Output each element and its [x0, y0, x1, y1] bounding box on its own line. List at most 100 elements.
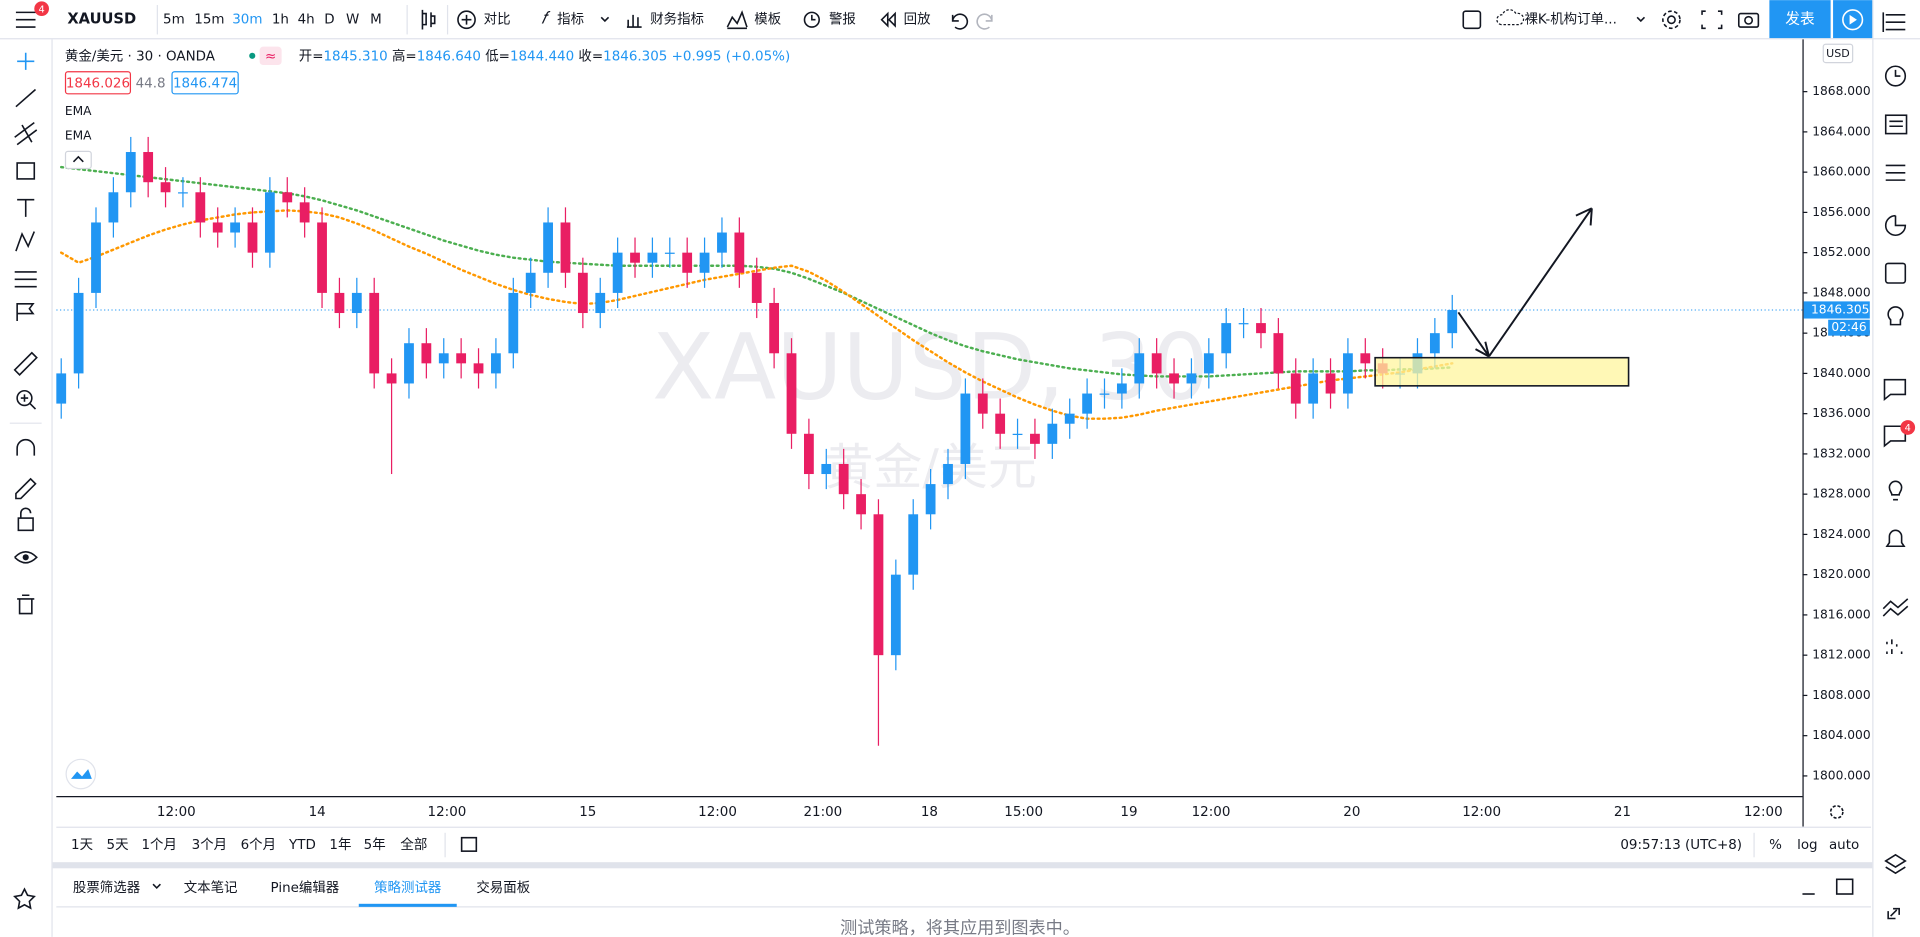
goto-date-icon[interactable] [460, 836, 478, 852]
symbol[interactable]: XAUUSD [67, 11, 136, 28]
checkbox-icon[interactable] [1462, 10, 1482, 30]
alert-icon[interactable] [803, 11, 820, 28]
expand-icon[interactable] [1887, 907, 1900, 920]
notifications-icon[interactable] [1885, 529, 1906, 548]
crosshair-tool[interactable] [17, 52, 35, 70]
maximize-icon[interactable] [1835, 878, 1854, 895]
drawn-rectangle[interactable] [1374, 356, 1630, 387]
dropdown-icon[interactable] [1636, 16, 1646, 23]
axis-settings-icon[interactable] [1829, 805, 1844, 819]
toolbar-button[interactable]: 模板 [754, 12, 781, 28]
range-button[interactable]: 5年 [364, 837, 386, 853]
text-tool[interactable] [17, 198, 35, 217]
indicator-icon[interactable]: 𝑓 [541, 9, 551, 29]
alerts-icon[interactable] [1884, 65, 1907, 87]
logo-button[interactable] [65, 758, 97, 790]
panel-tab[interactable]: 股票筛选器 [73, 880, 141, 896]
compare-icon[interactable] [457, 10, 476, 30]
panel-tab[interactable]: 策略测试器 [374, 879, 442, 896]
streams-icon[interactable] [1888, 480, 1903, 501]
range-button[interactable]: 全部 [400, 836, 427, 853]
zoom-tool[interactable] [16, 389, 33, 407]
ideas-icon[interactable] [1887, 306, 1904, 326]
chart-type-icon[interactable] [421, 9, 436, 30]
lock-drawing-tool[interactable] [15, 477, 37, 500]
ask-box[interactable] [171, 71, 239, 95]
news-icon[interactable] [1884, 114, 1908, 135]
trendline-tool[interactable] [15, 88, 37, 108]
currency-box[interactable] [1822, 43, 1854, 64]
fib-tool[interactable] [14, 121, 38, 146]
y-tick-label: 1804.000 [1812, 728, 1870, 742]
interval[interactable]: 1h [272, 13, 289, 28]
layout-name[interactable]: 裸K-机构订单... [1524, 12, 1616, 28]
hotlist-icon[interactable] [1884, 214, 1907, 237]
toolbar-buttons: 对比 指标 财务指标 模板 警报 回放 [484, 12, 931, 28]
collapse-button[interactable] [64, 150, 92, 170]
magnet-tool[interactable] [16, 438, 36, 456]
icon-tool[interactable] [16, 303, 35, 321]
market-status [249, 52, 256, 59]
calendar-icon[interactable] [1885, 164, 1906, 181]
layers-icon[interactable] [1884, 853, 1907, 875]
interval[interactable]: M [370, 13, 382, 28]
ruler-tool[interactable] [13, 351, 38, 376]
interval[interactable]: 15m [194, 13, 224, 28]
data-problem-icon: ≈ [265, 49, 276, 64]
delete-tool[interactable] [17, 594, 35, 615]
interval[interactable]: D [324, 13, 334, 28]
redo-icon[interactable] [976, 13, 993, 30]
bid-box[interactable] [64, 71, 132, 95]
panel-tab[interactable]: 文本笔记 [184, 880, 238, 896]
dropdown-icon[interactable] [600, 16, 610, 23]
scale-option[interactable]: log [1797, 838, 1818, 853]
cloud-icon[interactable] [1496, 9, 1525, 26]
drawn-arrow[interactable] [1488, 207, 1593, 358]
toolbar-button[interactable]: 对比 [484, 12, 511, 28]
interval[interactable]: 4h [298, 13, 315, 28]
scale-option[interactable]: auto [1829, 838, 1859, 853]
x-tick-label: 12:00 [157, 805, 196, 820]
favorites-tool[interactable] [13, 887, 36, 910]
chats-icon[interactable] [1883, 378, 1907, 401]
menu-icon[interactable] [15, 11, 36, 28]
indicator-name[interactable]: EMA [65, 129, 92, 143]
data-window-icon[interactable] [1884, 262, 1907, 284]
toolbar-button[interactable]: 指标 [557, 12, 584, 28]
snapshot-icon[interactable] [1737, 12, 1760, 28]
drawn-arrow[interactable] [1457, 311, 1490, 358]
financials-icon[interactable] [626, 14, 642, 28]
interval[interactable]: W [346, 13, 359, 28]
undo-icon[interactable] [951, 13, 969, 30]
watchlist-icon[interactable] [1882, 12, 1906, 32]
interval[interactable]: 30m [232, 13, 262, 28]
range-button[interactable]: 3个月 [192, 837, 227, 853]
indicator-name[interactable]: EMA [65, 104, 92, 118]
toolbar-button[interactable]: 财务指标 [650, 12, 704, 28]
shape-tool[interactable] [16, 162, 36, 180]
replay-icon[interactable] [880, 11, 896, 28]
visibility-tool[interactable] [14, 550, 38, 564]
templates-icon[interactable] [726, 10, 748, 30]
range-button[interactable]: 6个月 [241, 837, 276, 853]
scale-option[interactable]: % [1769, 838, 1782, 853]
publish-button[interactable] [1769, 0, 1831, 39]
panel-tab[interactable]: Pine编辑器 [271, 880, 340, 896]
trading-icon[interactable] [1882, 598, 1909, 617]
dropdown-icon[interactable] [152, 883, 161, 890]
lock-tool[interactable] [17, 517, 34, 532]
prediction-tool[interactable] [14, 271, 37, 288]
interval[interactable]: 5m [163, 13, 185, 28]
range-button[interactable]: 1天 [71, 838, 93, 853]
toolbar-button[interactable]: 回放 [904, 12, 931, 28]
toolbar-button[interactable]: 警报 [829, 12, 856, 28]
dom-icon[interactable] [1886, 639, 1903, 655]
range-button[interactable]: 1个月 [141, 837, 176, 853]
fullscreen-icon[interactable] [1701, 10, 1723, 30]
range-button[interactable]: 5天 [107, 838, 129, 853]
range-button[interactable]: YTD [288, 838, 316, 853]
pattern-tool[interactable] [15, 231, 36, 252]
range-button[interactable]: 1年 [329, 837, 351, 853]
panel-tab[interactable]: 交易面板 [476, 879, 530, 896]
